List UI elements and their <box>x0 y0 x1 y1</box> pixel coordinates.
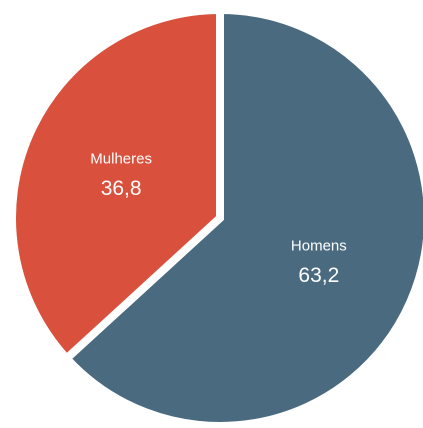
slice-label: Homens <box>291 237 347 254</box>
value-label: 63,2 <box>298 264 339 287</box>
slice-label: Mulheres <box>90 150 152 167</box>
pie-slice <box>60 5 423 428</box>
value-label: 36,8 <box>101 177 142 200</box>
pie-slice <box>8 5 224 365</box>
